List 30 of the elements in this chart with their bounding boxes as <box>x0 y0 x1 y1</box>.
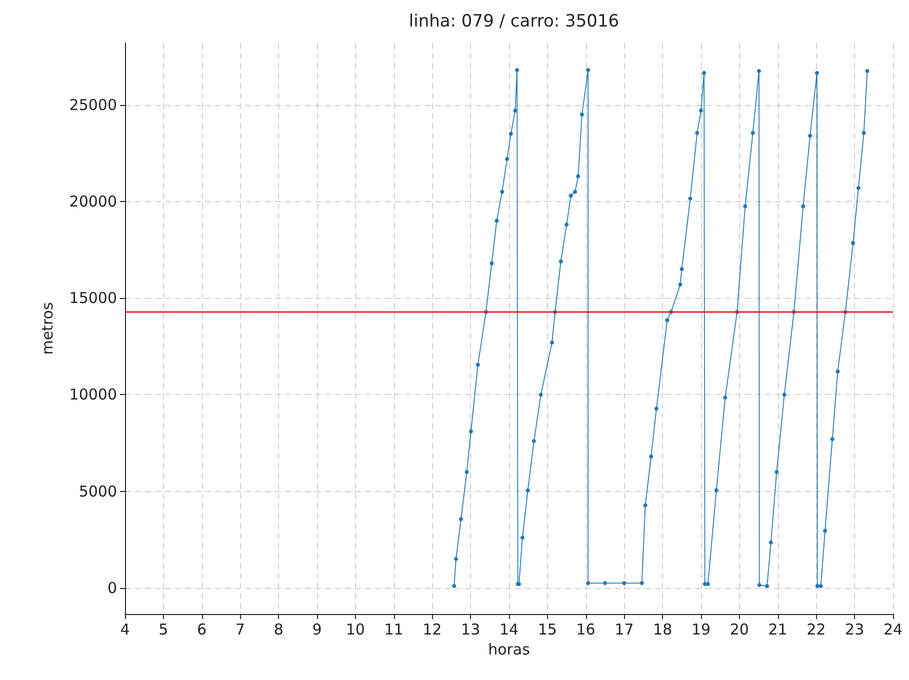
y-tick-label: 10000 <box>69 386 117 404</box>
x-tick-label: 9 <box>312 620 322 638</box>
x-tick-label: 13 <box>461 620 480 638</box>
x-tick-label: 18 <box>653 620 672 638</box>
x-tick-label: 5 <box>158 620 168 638</box>
x-tick-label: 14 <box>499 620 519 638</box>
x-tick-label: 23 <box>845 620 864 638</box>
y-tick-label: 25000 <box>69 96 117 114</box>
x-tick-label: 21 <box>768 620 788 638</box>
y-tick-label: 5000 <box>78 482 117 500</box>
x-tick-label: 20 <box>730 620 749 638</box>
x-tick-label: 19 <box>691 620 711 638</box>
x-tick-label: 15 <box>538 620 557 638</box>
x-tick-label: 6 <box>197 620 207 638</box>
y-tick-label: 0 <box>107 578 117 597</box>
x-tick-label: 7 <box>235 620 245 638</box>
chart-title: linha: 079 / carro: 35016 <box>408 12 620 32</box>
y-tick-label: 15000 <box>69 289 117 308</box>
x-tick-label: 16 <box>576 620 596 638</box>
x-tick-label: 8 <box>274 620 284 638</box>
x-tick-label: 17 <box>614 620 634 638</box>
x-tick-label: 12 <box>422 620 442 638</box>
x-tick-label: 22 <box>806 620 826 638</box>
x-tick-label: 4 <box>120 620 130 638</box>
y-tick-label: 20000 <box>69 192 117 210</box>
x-tick-label: 11 <box>384 620 404 638</box>
x-tick-label: 24 <box>883 620 903 638</box>
x-tick-label: 10 <box>346 620 365 638</box>
x-axis-title: horas <box>488 640 530 658</box>
y-axis-title: metros <box>38 302 56 355</box>
